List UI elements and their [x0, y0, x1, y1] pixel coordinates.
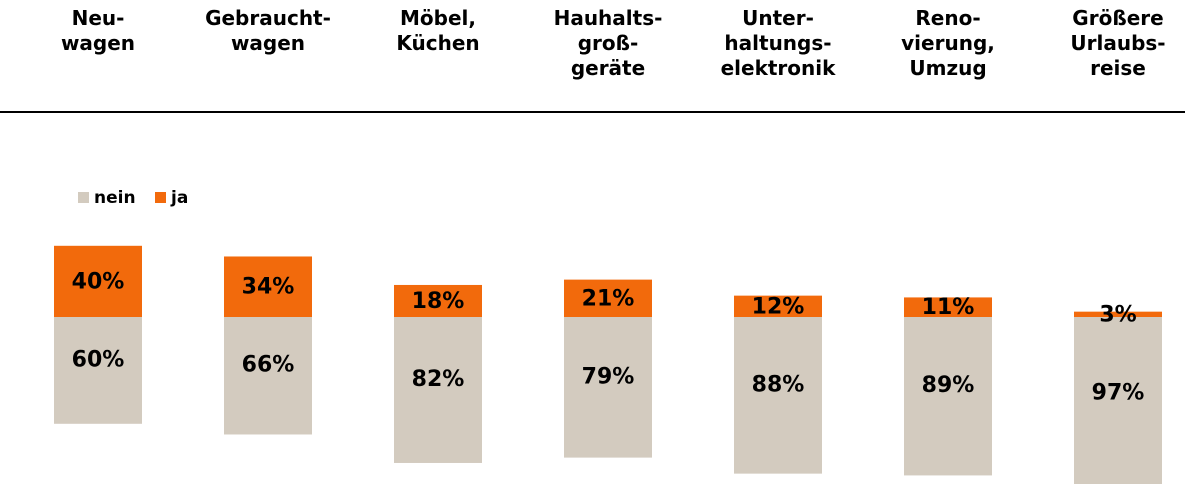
category-label: Möbel, Küchen [396, 6, 480, 55]
value-label: 97% [1092, 380, 1145, 405]
bar-segment [394, 284, 482, 317]
bar-segment [394, 317, 482, 463]
value-label: 89% [922, 373, 975, 398]
bar-segment [904, 317, 992, 476]
bar-segment [1074, 311, 1162, 317]
bar-segment [224, 317, 312, 435]
value-label: 66% [242, 353, 295, 378]
bar-segment [564, 317, 652, 458]
value-label: 12% [752, 294, 805, 319]
bar-segment [904, 297, 992, 317]
value-label: 3% [1099, 302, 1136, 327]
legend-label: ja [170, 188, 188, 208]
bar-segment [734, 295, 822, 317]
value-label: 21% [582, 286, 635, 311]
bar-segment [1074, 317, 1162, 484]
category-label: Hauhalts- groß- geräte [553, 6, 663, 80]
bar-segment [734, 317, 822, 474]
bar-segment [224, 256, 312, 317]
value-label: 60% [72, 347, 125, 372]
bar-segment [564, 279, 652, 317]
category-label: Reno- vierung, Umzug [901, 6, 995, 80]
legend-swatch [155, 192, 166, 203]
legend-swatch [78, 192, 89, 203]
value-label: 88% [752, 372, 805, 397]
value-label: 11% [922, 295, 975, 320]
legend-label: nein [94, 188, 136, 208]
value-label: 18% [412, 289, 465, 314]
category-label: Größere Urlaubs- reise [1070, 6, 1166, 80]
bar-segment [54, 317, 142, 424]
category-label: Unter- haltungs- elektronik [720, 6, 836, 80]
category-label: Neu- wagen [60, 6, 136, 55]
value-label: 79% [582, 364, 635, 389]
value-label: 34% [242, 275, 295, 300]
value-label: 40% [72, 269, 125, 294]
category-label: Gebraucht- wagen [205, 6, 331, 55]
bar-segment [54, 245, 142, 317]
value-label: 82% [412, 367, 465, 392]
